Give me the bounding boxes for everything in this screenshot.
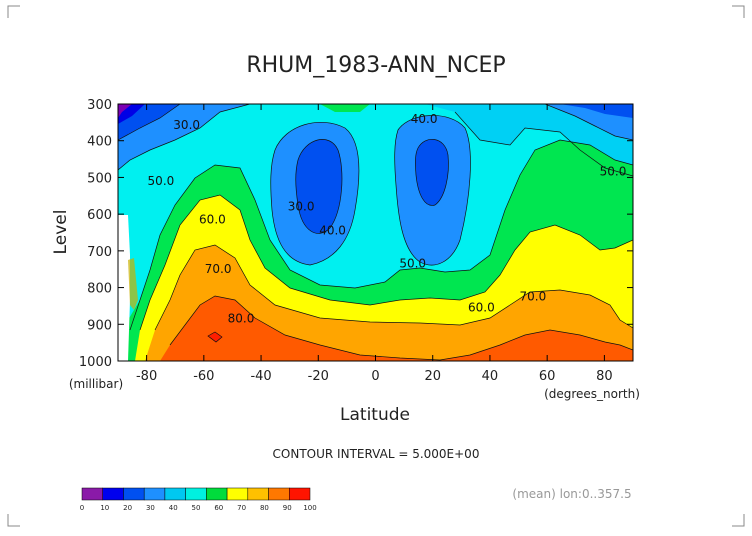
y-axis-label: Level bbox=[51, 210, 71, 255]
contour-label: 70.0 bbox=[205, 262, 232, 276]
y-tick-label: 600 bbox=[87, 208, 112, 223]
colorbar-swatch bbox=[164, 487, 186, 501]
colorbar-label: 80 bbox=[260, 504, 269, 512]
colorbar-swatch bbox=[268, 487, 290, 501]
contour-line bbox=[154, 244, 633, 331]
colorbar-swatch bbox=[247, 487, 269, 501]
footnote: (mean) lon:0..357.5 bbox=[512, 487, 631, 501]
contour-line bbox=[169, 295, 633, 361]
x-tick-label: 20 bbox=[424, 369, 441, 384]
colorbar-label: 20 bbox=[123, 504, 132, 512]
corner-mark-bottom-right bbox=[732, 514, 745, 527]
contour-label: 60.0 bbox=[199, 212, 226, 226]
colorbar-label: 40 bbox=[169, 504, 178, 512]
corner-marks bbox=[7, 5, 745, 527]
y-tick-label: 400 bbox=[87, 135, 112, 150]
contour-label: 60.0 bbox=[468, 300, 495, 314]
contour-line bbox=[270, 121, 360, 266]
x-tick-label: -40 bbox=[250, 369, 271, 384]
colorbar-swatch bbox=[81, 487, 103, 501]
contour-line bbox=[207, 331, 223, 343]
fill-band-20-core-south bbox=[295, 139, 342, 234]
contour-label: 40.0 bbox=[411, 112, 438, 126]
y-axis-units: (millibar) bbox=[69, 377, 123, 391]
y-axis: 300 400 500 600 700 800 900 1000 bbox=[79, 98, 633, 370]
x-axis-label: Latitude bbox=[340, 405, 410, 425]
contour-label: 70.0 bbox=[520, 289, 547, 303]
x-tick-label: 40 bbox=[482, 369, 499, 384]
colorbar-label: 50 bbox=[192, 504, 201, 512]
y-tick-label: 900 bbox=[87, 318, 112, 333]
contour-line bbox=[139, 194, 633, 331]
contour-line bbox=[118, 104, 181, 141]
contour-label: 50.0 bbox=[600, 165, 627, 179]
corner-mark-top-left bbox=[7, 5, 20, 18]
colorbar-label: 70 bbox=[237, 504, 246, 512]
fill-band-20-right bbox=[560, 104, 633, 118]
contour-line bbox=[295, 139, 343, 234]
fill-band-90 bbox=[160, 296, 633, 361]
x-axis: -80 -60 -40 -20 0 20 40 60 80 bbox=[136, 104, 613, 384]
colorbar-label: 30 bbox=[146, 504, 155, 512]
contour-label: 50.0 bbox=[399, 256, 426, 270]
fill-band-40-topmid bbox=[320, 104, 370, 112]
colorbar-label: 60 bbox=[214, 504, 223, 512]
corner-mark-top-right bbox=[732, 5, 745, 18]
colorbar-label: 100 bbox=[303, 504, 316, 512]
colorbar: 0 10 20 30 40 50 60 70 80 90 100 bbox=[80, 487, 317, 512]
x-tick-label: 0 bbox=[371, 369, 379, 384]
colorbar-swatch bbox=[185, 487, 207, 501]
contour-line bbox=[118, 104, 251, 171]
colorbar-label: 10 bbox=[100, 504, 109, 512]
x-axis-units: (degrees_north) bbox=[544, 387, 640, 401]
x-tick-label: -20 bbox=[308, 369, 329, 384]
x-tick-label: -80 bbox=[136, 369, 157, 384]
y-tick-label: 500 bbox=[87, 171, 112, 186]
colorbar-swatch bbox=[123, 487, 145, 501]
contour-line bbox=[129, 139, 633, 331]
y-tick-label: 1000 bbox=[79, 355, 112, 370]
colorbar-swatch bbox=[206, 487, 228, 501]
contour-line bbox=[544, 104, 633, 141]
contour-lines bbox=[118, 104, 633, 361]
contour-labels: 30.0 50.0 60.0 70.0 80.0 30.0 40.0 40.0 50.0 60.0… bbox=[148, 112, 627, 325]
contour-interval-text: CONTOUR INTERVAL = 5.000E+00 bbox=[273, 447, 480, 461]
colorbar-swatch bbox=[289, 487, 311, 501]
contour-line bbox=[394, 115, 471, 266]
topography-hatch bbox=[128, 258, 138, 310]
colorbar-swatch bbox=[102, 487, 124, 501]
plot-area bbox=[118, 104, 633, 361]
x-tick-label: 80 bbox=[596, 369, 613, 384]
y-tick-label: 300 bbox=[87, 98, 112, 113]
corner-mark-bottom-left bbox=[7, 514, 20, 527]
colorbar-swatch bbox=[143, 487, 166, 501]
colorbar-label: 0 bbox=[80, 504, 84, 512]
fill-band-20-core-north bbox=[415, 139, 449, 206]
x-tick-label: -60 bbox=[193, 369, 214, 384]
colorbar-label: 90 bbox=[283, 504, 292, 512]
contour-label: 40.0 bbox=[319, 223, 346, 237]
contour-label: 80.0 bbox=[228, 311, 255, 325]
contour-label: 50.0 bbox=[148, 174, 175, 188]
fill-band-40 bbox=[118, 104, 633, 176]
y-tick-label: 800 bbox=[87, 282, 112, 297]
contour-label: 30.0 bbox=[173, 118, 200, 132]
contour-line bbox=[454, 111, 633, 177]
y-tick-label: 700 bbox=[87, 245, 112, 260]
contour-label: 30.0 bbox=[288, 199, 315, 213]
x-tick-label: 60 bbox=[539, 369, 556, 384]
colorbar-swatch bbox=[226, 487, 249, 501]
fill-band-0-left bbox=[118, 104, 132, 118]
chart-title: RHUM_1983-ANN_NCEP bbox=[246, 53, 505, 78]
